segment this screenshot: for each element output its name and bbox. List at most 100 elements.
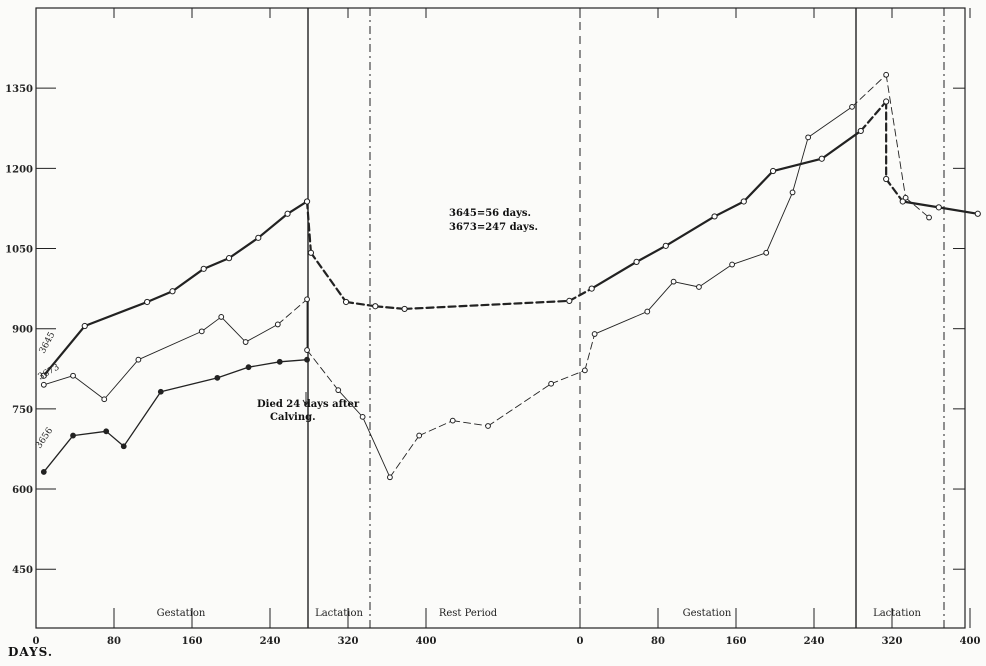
series-3645-segment (309, 251, 348, 304)
series-3673-segment (452, 420, 489, 427)
series-3656-point (103, 428, 110, 435)
series-3673-point (644, 308, 651, 315)
series-3656-point (70, 432, 76, 439)
series-3645-segment (859, 100, 888, 133)
series-3645-point (899, 198, 906, 205)
series-3673-segment (646, 281, 675, 313)
series-3673-segment (201, 316, 222, 332)
series-3645-segment (771, 157, 823, 173)
series-3645-point (769, 167, 777, 175)
series-3673-point (70, 372, 76, 379)
series-3673-segment (103, 359, 139, 400)
series-3645-point (169, 288, 176, 295)
series-3645-segment (286, 200, 309, 215)
annotation: Calving. (270, 412, 316, 423)
x-tick-label: 0 (577, 636, 584, 647)
series-3656-segment (216, 366, 250, 379)
series-3656-segment (43, 434, 74, 473)
series-lines (40, 71, 981, 481)
series-3673-segment (885, 74, 907, 199)
series-3673-segment (765, 191, 793, 254)
plot-border (35, 7, 966, 629)
text-labels: 3645 3673 3656 3645=56 days. 3673=247 days. D… (34, 208, 538, 451)
series-3673-segment (220, 316, 247, 343)
series-3645-segment (403, 299, 571, 311)
x-tick-label: 160 (182, 636, 203, 647)
series-label: 3673 (37, 362, 62, 382)
series-3673-segment (584, 333, 596, 371)
series-3673-segment (851, 74, 887, 108)
series-3673-segment (731, 252, 767, 266)
series-3673-segment (792, 136, 809, 193)
series-3645-point (566, 297, 573, 304)
series-3673-segment (487, 383, 552, 427)
series-3656-point (120, 443, 127, 450)
period-dividers: Gestation Lactation Rest Period Gestation La… (157, 8, 945, 628)
series-3673-point (849, 103, 855, 110)
death-arrow-icon (302, 392, 310, 406)
y-tick-label: 1200 (5, 164, 33, 175)
series-3656 (40, 356, 310, 475)
series-3673-segment (550, 369, 586, 385)
series-3645 (40, 98, 981, 379)
series-3673-point (902, 194, 909, 201)
series-3645-point (883, 175, 890, 183)
period-label: Lactation (873, 608, 921, 619)
series-3656-segment (72, 430, 107, 437)
series-label: 3656 (34, 426, 55, 451)
series-3673-point (274, 321, 281, 328)
series-3673-point (581, 367, 588, 374)
series-3645-point (935, 204, 942, 211)
y-tick-label: 1350 (5, 84, 33, 95)
series-3673-segment (698, 264, 733, 288)
series-3673-point (591, 331, 598, 337)
series-3645-point (662, 242, 669, 249)
series-3645-point (883, 98, 890, 105)
series-3645-segment (202, 257, 231, 270)
series-3673-segment (362, 416, 391, 478)
series-3645-point (342, 298, 350, 306)
series-3645-segment (568, 287, 593, 302)
series-3656-segment (123, 391, 162, 447)
series-3645-segment (42, 324, 86, 377)
series-3645-segment (885, 177, 904, 203)
x-tick-label: 400 (416, 636, 437, 647)
series-3645-segment (742, 169, 775, 203)
series-3673-point (696, 284, 702, 290)
series-3645-point (372, 303, 379, 310)
x-tick-label: 80 (107, 636, 121, 647)
series-3645-point (307, 249, 315, 256)
series-3673-point (926, 214, 932, 221)
y-tick-label: 900 (12, 325, 33, 336)
series-3656-segment (160, 377, 219, 393)
x-tick-label: 240 (260, 636, 281, 647)
x-axis: 0 80 160 240 320 400 0 80 160 240 320 400 (33, 8, 980, 647)
series-3673-segment (277, 298, 308, 325)
series-3645-segment (713, 200, 745, 218)
series-3656-point (40, 469, 47, 475)
series-3673-point (485, 423, 491, 429)
series-3656-segment (105, 430, 125, 447)
series-3673-segment (137, 330, 203, 361)
series-3673-point (416, 432, 423, 439)
series-3656-point (304, 356, 310, 363)
x-tick-label: 0 (33, 636, 40, 647)
y-tick-label: 450 (12, 565, 33, 576)
series-3673-segment (905, 197, 930, 218)
series-3656-segment (247, 361, 281, 368)
series-3645-segment (820, 129, 862, 160)
series-3656-point (276, 358, 283, 365)
series-3673-point (135, 356, 142, 363)
series-3673-segment (245, 323, 279, 343)
series-3673-point (763, 249, 770, 256)
series-3673-point (548, 380, 555, 387)
series-3673-point (40, 381, 47, 388)
series-3673-segment (594, 311, 648, 335)
series-3645-point (588, 285, 595, 292)
series-3673-point (449, 417, 456, 424)
series-3645-segment (257, 212, 289, 239)
series-3673-point (789, 189, 796, 196)
series-3645-segment (344, 300, 377, 308)
series-3673-point (359, 413, 366, 420)
series-3645-point (81, 322, 88, 330)
